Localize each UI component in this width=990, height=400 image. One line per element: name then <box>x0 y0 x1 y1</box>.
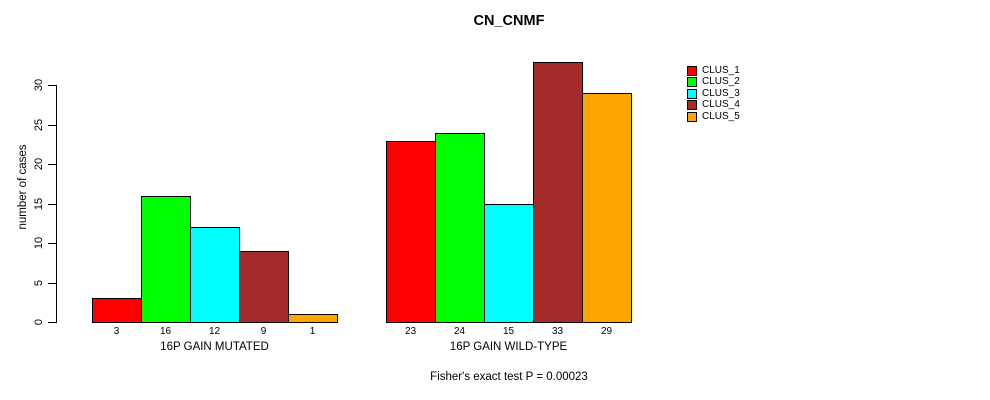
bar-value-label: 24 <box>453 326 466 337</box>
bar-value-label: 1 <box>309 326 316 337</box>
y-axis-tick <box>48 282 57 284</box>
y-axis-tick <box>48 124 57 126</box>
legend-entry: CLUS_5 <box>687 110 740 122</box>
chart-title: CN_CNMF <box>473 13 545 29</box>
legend-label: CLUS_2 <box>702 76 740 87</box>
bar-value-label: 3 <box>113 326 120 337</box>
bar-value-label: 9 <box>260 326 267 337</box>
y-axis-tick-label: 5 <box>33 279 45 286</box>
legend-label: CLUS_1 <box>702 64 740 76</box>
legend-label: CLUS_3 <box>702 87 740 99</box>
y-axis-tick <box>48 322 57 323</box>
bar-value-label: 23 <box>404 326 417 337</box>
legend-swatch-clus_3 <box>687 88 697 99</box>
bar-clus_2 <box>435 132 485 323</box>
bar-clus_5 <box>582 93 632 323</box>
bar-clus_2 <box>141 195 191 323</box>
y-axis-tick-label: 20 <box>33 158 45 171</box>
y-axis-tick-label: 30 <box>33 79 45 92</box>
y-axis-tick-label: 10 <box>33 236 45 250</box>
y-axis-label: number of cases <box>17 144 29 230</box>
x-group-label: 16P GAIN WILD-TYPE <box>449 341 568 353</box>
bar-clus_5 <box>288 314 338 323</box>
legend-entry: CLUS_4 <box>687 100 740 110</box>
legend-swatch-clus_1 <box>687 65 697 76</box>
legend-entry: CLUS_1 <box>687 64 740 76</box>
legend-swatch-clus_4 <box>687 100 697 110</box>
x-group-label: 16P GAIN MUTATED <box>160 341 269 353</box>
bar-value-label: 29 <box>600 326 613 337</box>
bar-value-label: 15 <box>502 326 515 337</box>
y-axis-tick-label: 25 <box>33 118 45 131</box>
y-axis-tick-label: 15 <box>33 197 45 210</box>
legend-entry: CLUS_2 <box>687 77 740 87</box>
bar-clus_3 <box>484 203 534 323</box>
legend-label: CLUS_5 <box>702 110 740 122</box>
legend-swatch-clus_2 <box>687 77 697 87</box>
bar-value-label: 12 <box>208 326 221 337</box>
legend-entry: CLUS_3 <box>687 87 740 99</box>
bar-clus_4 <box>239 250 289 323</box>
y-axis-tick <box>48 164 57 166</box>
bar-clus_4 <box>533 61 583 323</box>
legend-swatch-clus_5 <box>687 111 697 122</box>
y-axis-tick <box>48 203 57 205</box>
bar-value-label: 16 <box>159 326 172 337</box>
legend-label: CLUS_4 <box>702 99 740 110</box>
y-axis-tick-label: 0 <box>33 318 45 326</box>
y-axis-tick <box>48 243 57 245</box>
bar-clus_1 <box>386 140 436 323</box>
y-axis-tick <box>48 85 57 87</box>
bar-value-label: 33 <box>551 326 564 337</box>
bar-clus_1 <box>92 298 142 323</box>
bar-clus_3 <box>190 227 240 323</box>
annotation-fisher-test: Fisher's exact test P = 0.00023 <box>430 371 588 383</box>
